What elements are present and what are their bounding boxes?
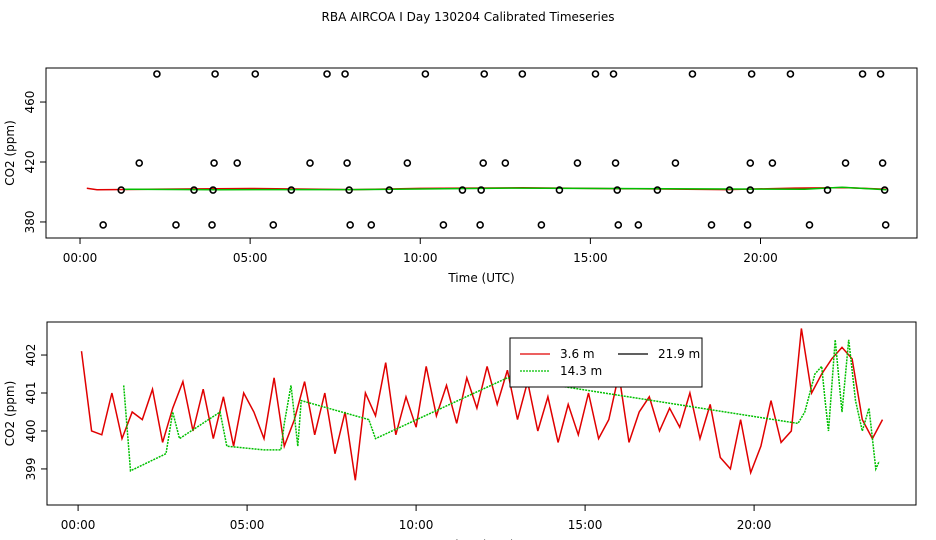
data-point: [573, 159, 582, 167]
plot-frame: [46, 321, 917, 506]
data-point: [501, 159, 510, 167]
x-axis-label: Time (UTC): [447, 538, 514, 540]
data-point: [135, 159, 144, 167]
data-point: [346, 221, 354, 229]
data-point: [653, 186, 662, 194]
x-tick-label: 00:00: [61, 518, 96, 532]
data-point: [876, 70, 885, 78]
data-point: [591, 70, 600, 78]
data-point: [707, 221, 716, 229]
data-point: [190, 186, 198, 194]
data-point: [210, 159, 218, 167]
data-point: [805, 221, 814, 229]
data-point: [743, 221, 752, 229]
data-point: [345, 186, 353, 194]
y-tick-label: 380: [23, 211, 37, 234]
data-point: [823, 186, 832, 194]
x-tick-label: 20:00: [737, 518, 772, 532]
data-point: [172, 221, 180, 229]
data-point: [421, 70, 430, 78]
data-point: [479, 159, 488, 167]
data-point: [518, 70, 527, 78]
data-point: [725, 186, 734, 194]
data-point: [439, 221, 448, 229]
legend-label: 3.6 m: [560, 347, 595, 361]
data-point: [841, 159, 850, 167]
data-point: [671, 159, 680, 167]
data-point: [613, 186, 622, 194]
data-point: [880, 186, 889, 194]
series-line: [122, 339, 880, 472]
data-point: [746, 159, 755, 167]
x-tick-label: 10:00: [399, 518, 434, 532]
x-tick-label: 10:00: [403, 251, 438, 265]
data-point: [208, 221, 216, 229]
data-point: [786, 70, 795, 78]
data-point: [458, 186, 467, 194]
x-tick-label: 20:00: [743, 251, 778, 265]
data-point: [634, 221, 643, 229]
data-point: [209, 186, 217, 194]
y-axis-label: CO2 (ppm): [3, 381, 17, 447]
data-point: [688, 70, 697, 78]
data-point: [878, 159, 887, 167]
data-point: [153, 70, 161, 78]
data-point: [367, 221, 376, 229]
legend-label: 21.9 m: [658, 347, 700, 361]
data-point: [537, 221, 546, 229]
y-tick-label: 402: [24, 344, 38, 367]
data-point: [251, 70, 260, 78]
data-point: [746, 186, 755, 194]
data-point: [211, 70, 219, 78]
data-point: [99, 221, 107, 229]
data-point: [555, 186, 564, 194]
x-tick-label: 05:00: [230, 518, 265, 532]
x-axis-label: Time (UTC): [447, 271, 514, 285]
series-line: [80, 328, 884, 481]
data-point: [477, 186, 485, 194]
data-point: [341, 70, 349, 78]
x-tick-label: 15:00: [568, 518, 603, 532]
data-point: [476, 221, 484, 229]
data-point: [117, 186, 125, 194]
y-tick-label: 420: [23, 151, 37, 174]
y-axis-label: CO2 (ppm): [3, 120, 17, 186]
data-point: [881, 221, 890, 229]
data-point: [306, 159, 314, 167]
data-point: [403, 159, 412, 167]
x-tick-label: 05:00: [233, 251, 268, 265]
legend-box: [509, 337, 703, 388]
data-point: [858, 70, 867, 78]
data-point: [269, 221, 278, 229]
y-tick-label: 400: [24, 420, 38, 443]
data-point: [480, 70, 489, 78]
x-tick-label: 15:00: [573, 251, 608, 265]
y-tick-label: 460: [23, 91, 37, 114]
data-point: [385, 186, 394, 194]
data-point: [287, 186, 296, 194]
x-tick-label: 00:00: [63, 251, 98, 265]
plot-frame: [45, 67, 918, 239]
data-point: [611, 159, 620, 167]
data-point: [233, 159, 242, 167]
legend-label: 14.3 m: [560, 364, 602, 378]
data-point: [343, 159, 351, 167]
y-tick-label: 401: [24, 382, 38, 405]
y-tick-label: 399: [24, 457, 38, 480]
data-point: [747, 70, 756, 78]
data-point: [323, 70, 331, 78]
data-point: [768, 159, 777, 167]
data-point: [609, 70, 618, 78]
page-title: RBA AIRCOA I Day 130204 Calibrated Times…: [322, 10, 615, 24]
data-point: [614, 221, 623, 229]
